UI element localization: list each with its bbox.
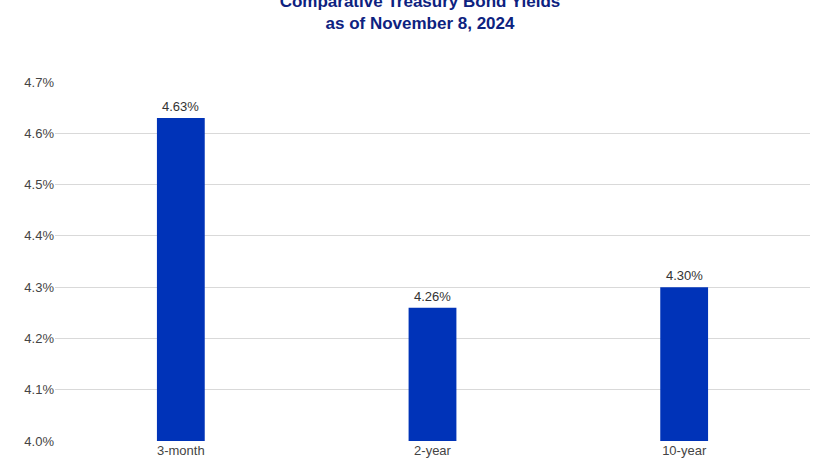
- svg-text:4.3%: 4.3%: [24, 280, 54, 295]
- svg-text:4.1%: 4.1%: [24, 382, 54, 397]
- svg-text:2-year: 2-year: [414, 443, 452, 458]
- svg-text:4.2%: 4.2%: [24, 331, 54, 346]
- svg-text:4.4%: 4.4%: [24, 228, 54, 243]
- svg-text:4.5%: 4.5%: [24, 177, 54, 192]
- svg-text:10-year: 10-year: [662, 443, 707, 458]
- svg-text:4.7%: 4.7%: [24, 75, 54, 90]
- svg-text:3-month: 3-month: [157, 443, 205, 458]
- svg-text:Comparative Treasury Bond Yiel: Comparative Treasury Bond Yieldsas of No…: [280, 0, 561, 33]
- svg-text:4.0%: 4.0%: [24, 434, 54, 449]
- svg-text:4.63%: 4.63%: [162, 99, 199, 114]
- svg-text:4.30%: 4.30%: [666, 268, 703, 283]
- svg-text:4.6%: 4.6%: [24, 126, 54, 141]
- svg-text:4.26%: 4.26%: [414, 289, 451, 304]
